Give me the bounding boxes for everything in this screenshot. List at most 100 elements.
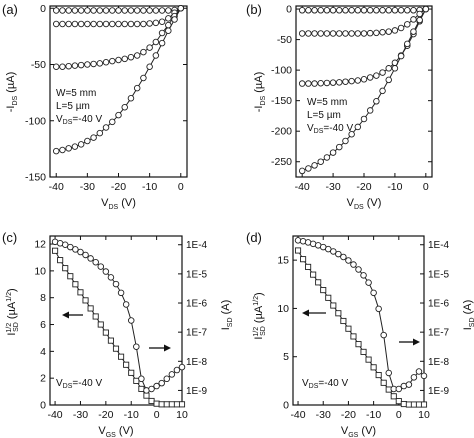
x-tick-label: -20 (98, 409, 113, 421)
data-point (59, 7, 66, 14)
data-point (77, 61, 85, 69)
data-point (173, 401, 180, 408)
y2-tick-label: 1E-9 (186, 386, 208, 397)
y-axis-label-unit: (µA) (253, 72, 265, 96)
x-axis-label: VGS (V) (341, 425, 376, 438)
y2-tick-label: 1E-5 (186, 269, 208, 280)
data-point (122, 301, 130, 308)
annotation-main: V (56, 378, 63, 389)
data-point (416, 16, 423, 24)
data-point (310, 271, 317, 278)
data-point (158, 29, 166, 37)
annotation-sub: DS (309, 383, 319, 390)
data-point (165, 15, 172, 22)
y-tick-label: 4 (40, 346, 46, 358)
y2-tick-label: 1E-5 (428, 269, 450, 280)
data-point (152, 38, 160, 46)
data-point (335, 310, 342, 317)
annotation-line: L=5 µm (56, 101, 90, 112)
y-axis-label: -IDS (µA) (5, 72, 19, 113)
x-tick-label: -20 (111, 181, 126, 193)
x-tick-label: 10 (176, 409, 188, 421)
data-point (96, 129, 104, 137)
data-point (305, 7, 312, 14)
data-point (395, 398, 402, 405)
data-point (298, 167, 306, 175)
x-axis-label-unit: (V) (358, 425, 376, 437)
data-point (385, 65, 392, 72)
y2-axis-label-main: I (220, 327, 232, 330)
data-point (152, 7, 160, 14)
data-point (168, 401, 175, 408)
data-point (152, 19, 160, 27)
data-point (298, 7, 306, 14)
data-point (298, 30, 306, 37)
data-point (395, 385, 403, 393)
data-point (360, 115, 368, 123)
data-point (168, 371, 176, 378)
y-axis-label: -IDS (µA) (253, 72, 267, 113)
data-point (121, 103, 128, 111)
data-point (77, 289, 84, 296)
data-point (90, 134, 97, 141)
data-point (397, 24, 405, 32)
data-point (163, 401, 170, 408)
panel-b: (b)-40 -30 -20 -10 00-50-100-150-200-250VDS … (246, 2, 433, 211)
y2-tick-label: 1E-7 (428, 328, 450, 339)
data-point (133, 377, 140, 384)
data-point (329, 7, 337, 14)
data-point (354, 123, 362, 131)
data-point (360, 7, 368, 14)
y2-tick-label: 1E-4 (186, 240, 208, 251)
y-axis-label-unit-sup: 1/2 (6, 292, 13, 302)
x-tick-label: -40 (290, 409, 305, 421)
y-tick-label: 0 (286, 4, 292, 16)
x-tick-label: -10 (387, 181, 402, 193)
y2-tick-label: 1E-6 (428, 299, 450, 310)
data-point (379, 69, 386, 76)
data-point (71, 62, 79, 69)
data-point (158, 18, 166, 26)
y-axis-label: I1/2SD (µA1/2) (253, 292, 267, 339)
data-point (165, 27, 172, 35)
data-point (109, 118, 116, 126)
data-point (320, 287, 327, 294)
data-point (410, 28, 417, 35)
y-tick-label: 10 (277, 303, 289, 315)
data-point (77, 248, 84, 256)
data-point (385, 369, 392, 377)
x-axis-label-unit: (V) (364, 197, 382, 209)
y2-tick-label: 1E-8 (186, 357, 208, 368)
data-point (143, 392, 150, 399)
x-axis-label-main: V (98, 425, 106, 437)
panel-d: (d) -40 -30 -20 -10 0 10 0 5 10 15 1E-9 1E-8 1E-7 1E-6… (246, 230, 474, 438)
annotation-line: W=5 mm (307, 97, 347, 108)
data-point (177, 4, 185, 12)
annotation-line: L=5 µm (307, 110, 341, 121)
data-point (102, 7, 110, 14)
y-axis-label-sub: SD (260, 326, 267, 336)
data-point (121, 7, 128, 14)
y-tick-label: -200 (271, 126, 292, 138)
data-point (323, 79, 331, 87)
data-point (153, 382, 160, 390)
data-point (348, 7, 355, 14)
data-point (323, 154, 331, 161)
x-tick-label: -40 (47, 409, 62, 421)
panel-label: (c) (2, 230, 17, 245)
y2-tick-label: 1E-6 (186, 299, 208, 310)
data-point (133, 343, 140, 350)
y-tick-label: -150 (25, 172, 46, 184)
data-point (366, 7, 374, 14)
data-point (373, 98, 380, 105)
data-point (146, 7, 153, 14)
y2-tick-label: 1E-4 (428, 240, 450, 251)
data-point (305, 263, 312, 270)
x-tick-label: -30 (73, 409, 88, 421)
y2-tick-label: 1E-9 (428, 386, 450, 397)
x-tick-label: -10 (124, 409, 139, 421)
data-point (391, 27, 399, 34)
data-point (415, 368, 423, 375)
data-point (391, 7, 399, 14)
data-point (146, 63, 153, 71)
